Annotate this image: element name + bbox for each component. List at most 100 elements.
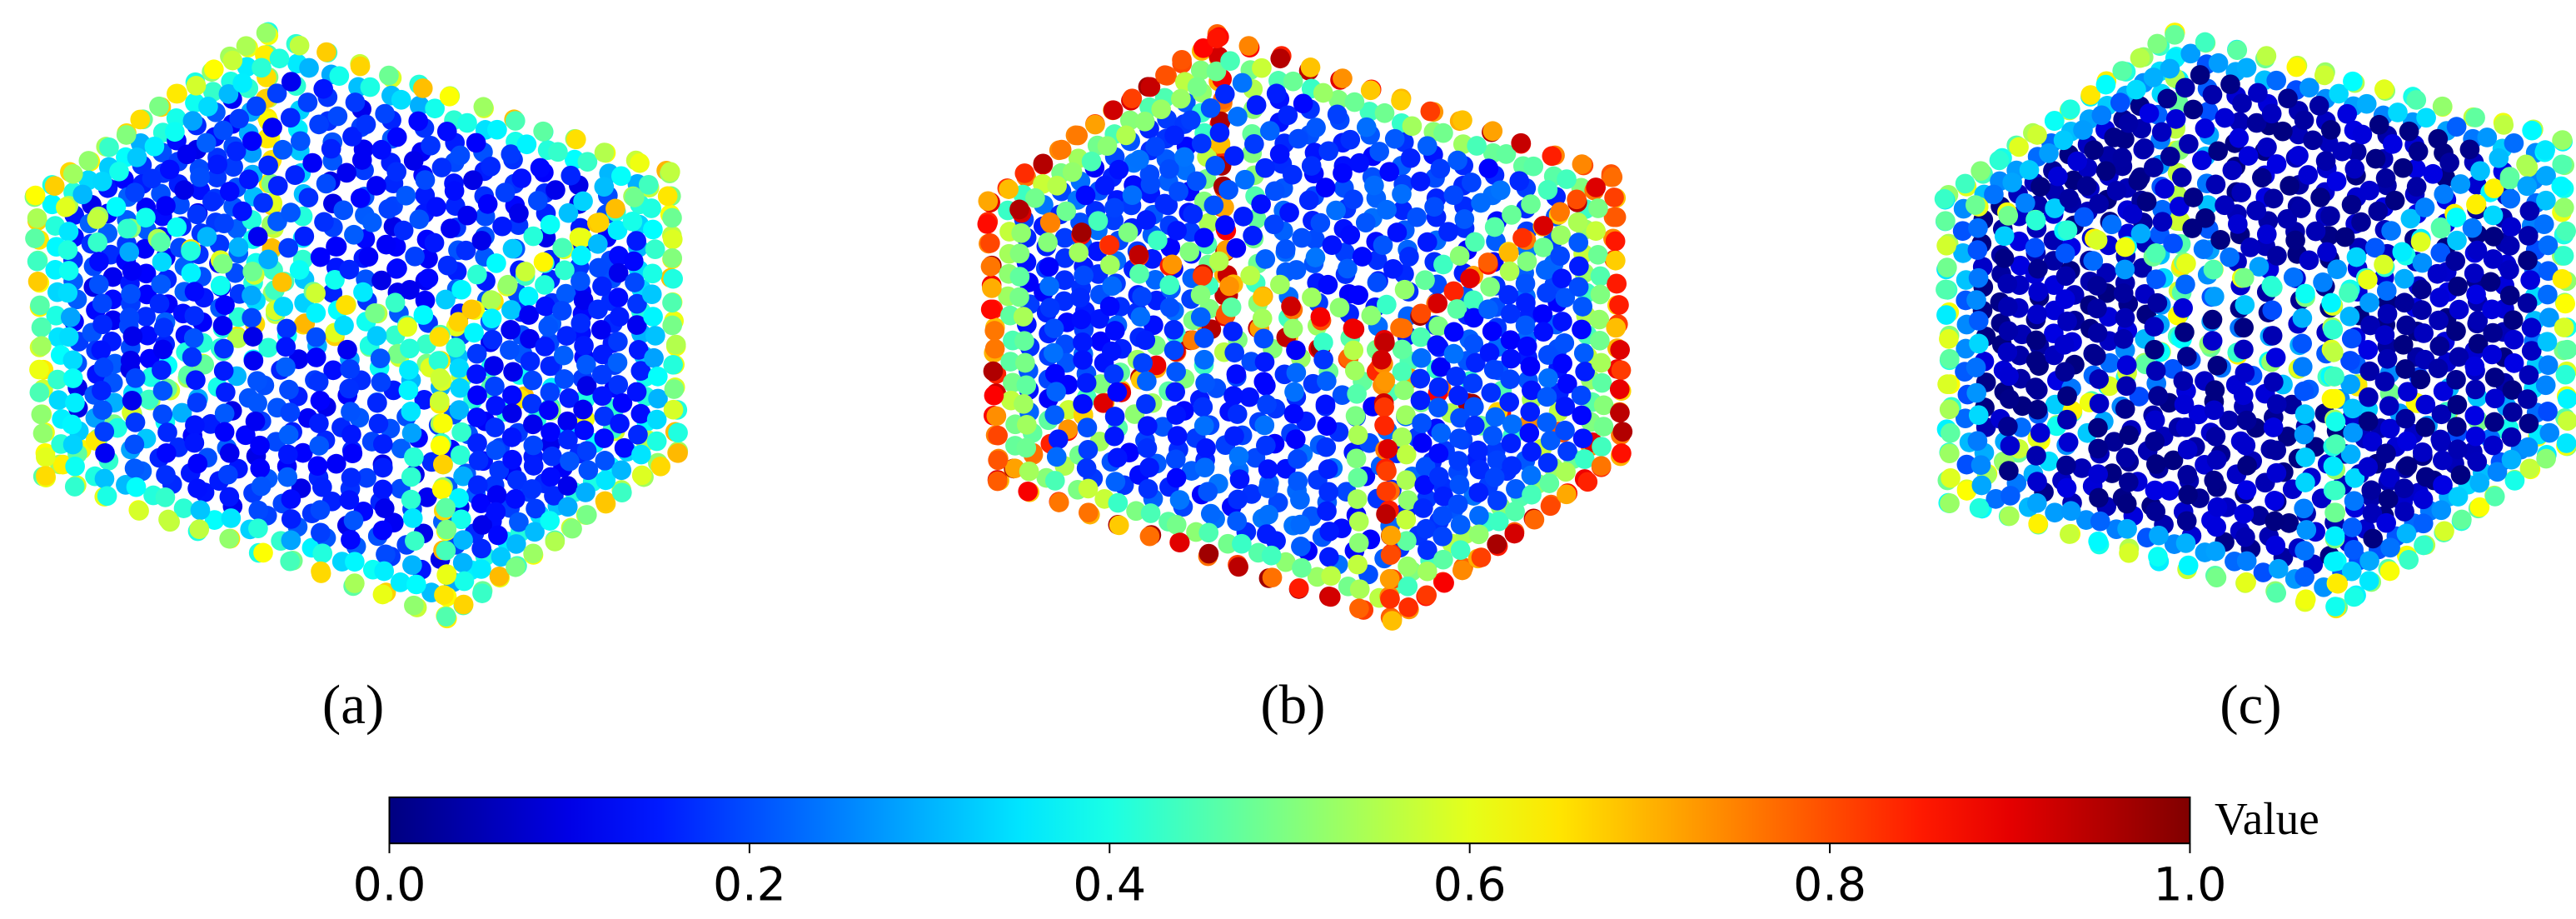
point xyxy=(1984,184,2004,205)
point xyxy=(2414,535,2434,556)
point xyxy=(1501,433,1522,454)
point xyxy=(1223,146,1244,166)
point xyxy=(589,212,610,232)
point xyxy=(184,432,205,453)
point xyxy=(2091,105,2112,126)
point xyxy=(1612,422,1633,442)
point xyxy=(1139,526,1160,547)
point xyxy=(130,109,151,130)
point xyxy=(548,142,568,162)
point xyxy=(252,57,272,78)
point xyxy=(555,260,575,281)
point xyxy=(428,351,449,371)
point xyxy=(1014,331,1034,352)
point xyxy=(2202,309,2223,330)
point xyxy=(2294,424,2314,445)
point xyxy=(2376,281,2397,301)
point xyxy=(2151,122,2172,142)
point xyxy=(393,220,414,241)
point xyxy=(1537,180,1558,200)
point xyxy=(535,337,556,357)
point xyxy=(248,500,269,521)
point xyxy=(1373,235,1393,256)
point xyxy=(2268,558,2289,579)
point xyxy=(2057,386,2077,407)
point xyxy=(2552,130,2573,150)
point xyxy=(501,144,521,164)
point xyxy=(668,442,688,463)
point xyxy=(1416,518,1437,539)
point xyxy=(376,234,396,255)
point xyxy=(1155,65,1175,86)
point xyxy=(312,543,333,564)
point xyxy=(1238,36,1259,56)
point xyxy=(2118,112,2139,133)
point xyxy=(2160,147,2180,167)
point xyxy=(2019,160,2040,180)
point xyxy=(1137,371,1157,392)
point xyxy=(1322,235,1343,256)
point xyxy=(181,262,202,283)
point xyxy=(1039,276,1059,297)
point xyxy=(2175,274,2195,295)
point xyxy=(1517,336,1537,357)
point xyxy=(65,456,85,477)
point xyxy=(351,150,372,170)
point xyxy=(1291,537,1311,557)
point xyxy=(545,532,566,552)
point xyxy=(281,489,301,509)
point xyxy=(2117,518,2137,539)
point xyxy=(1223,386,1243,406)
point xyxy=(436,497,456,518)
point xyxy=(2324,342,2344,362)
point xyxy=(1463,307,1484,328)
point xyxy=(1587,245,1608,265)
point xyxy=(1500,303,1521,324)
point xyxy=(1464,416,1485,436)
point xyxy=(1257,394,1277,415)
point xyxy=(501,427,522,447)
point xyxy=(1463,397,1484,417)
point xyxy=(2163,233,2183,254)
point xyxy=(2432,96,2453,117)
point xyxy=(2430,429,2451,450)
point xyxy=(2328,573,2349,594)
point xyxy=(1145,137,1165,157)
point xyxy=(556,326,577,346)
point xyxy=(1382,611,1403,631)
point xyxy=(1396,470,1417,491)
point xyxy=(622,211,643,232)
point xyxy=(1482,121,1503,142)
point xyxy=(2296,520,2317,540)
point xyxy=(1348,467,1368,488)
point xyxy=(467,385,487,406)
point xyxy=(2205,380,2225,401)
point xyxy=(2089,487,2109,508)
point xyxy=(424,232,445,253)
point xyxy=(1375,332,1395,353)
point xyxy=(2057,409,2077,430)
point xyxy=(576,441,597,462)
point xyxy=(1198,212,1219,233)
point xyxy=(2517,293,2538,313)
point xyxy=(242,131,262,152)
point xyxy=(1228,557,1248,577)
point xyxy=(1011,222,1031,243)
point xyxy=(2074,207,2095,227)
point xyxy=(1443,185,1464,206)
point xyxy=(350,188,371,208)
point xyxy=(413,305,434,325)
point xyxy=(1539,473,1560,493)
point xyxy=(425,98,445,119)
point xyxy=(1009,267,1030,287)
point xyxy=(198,97,218,117)
point xyxy=(540,382,561,402)
point xyxy=(482,329,503,350)
point xyxy=(124,458,145,478)
point xyxy=(1572,319,1592,340)
point xyxy=(306,347,326,367)
point xyxy=(1434,572,1454,593)
point xyxy=(668,422,688,443)
point xyxy=(1968,267,1989,288)
point xyxy=(426,197,446,217)
